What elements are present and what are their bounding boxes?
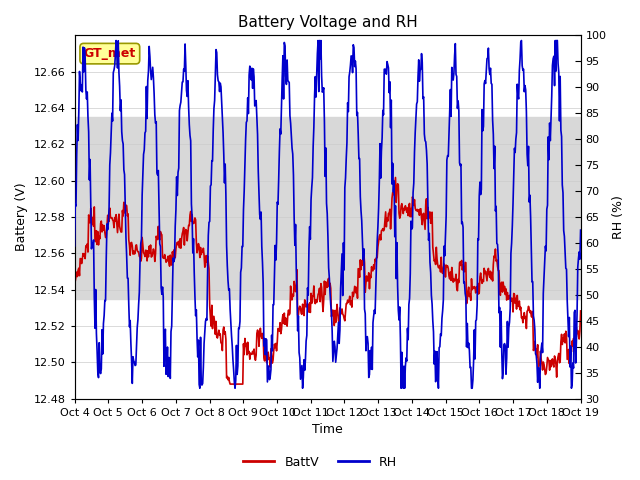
Legend: BattV, RH: BattV, RH <box>238 451 402 474</box>
Text: GT_met: GT_met <box>84 47 136 60</box>
X-axis label: Time: Time <box>312 423 343 436</box>
Y-axis label: Battery (V): Battery (V) <box>15 183 28 252</box>
Y-axis label: RH (%): RH (%) <box>612 195 625 239</box>
Bar <box>75 117 580 299</box>
Title: Battery Voltage and RH: Battery Voltage and RH <box>237 15 417 30</box>
